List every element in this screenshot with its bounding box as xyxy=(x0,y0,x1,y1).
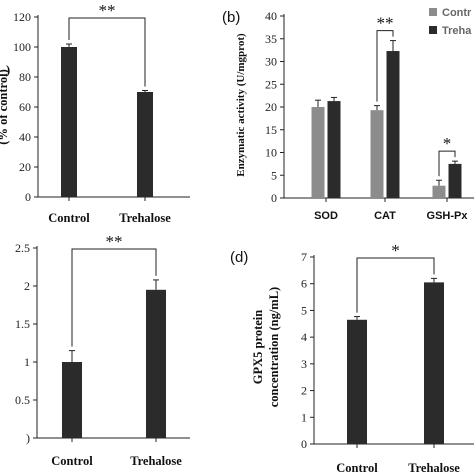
x-tick-label: Control xyxy=(336,461,378,474)
y-tick-label: 5 xyxy=(271,168,277,182)
y-tick-label: 0 xyxy=(25,190,31,204)
x-tick-label: CAT xyxy=(374,210,396,222)
y-tick-label: 40 xyxy=(265,9,277,23)
y-tick-label: 20 xyxy=(265,100,277,114)
y-tick-label: 25 xyxy=(265,77,277,91)
y-tick-label: 3 xyxy=(301,357,307,371)
legend-label: Treha xyxy=(442,25,472,37)
bar-trehalose xyxy=(146,289,166,438)
y-tick-label: 35 xyxy=(265,32,277,46)
y-tick-label: 0 xyxy=(271,191,277,205)
significance-mark: ** xyxy=(106,232,123,251)
y-tick-label: 30 xyxy=(265,55,277,69)
significance-mark: ** xyxy=(99,1,116,20)
y-tick-label: 40 xyxy=(19,130,31,144)
bar-trehalose-sod xyxy=(327,101,341,198)
significance-bracket xyxy=(68,17,146,87)
bar-control xyxy=(62,362,82,438)
y-tick-label: 0.5 xyxy=(15,393,30,407)
y-tick-label: 1 xyxy=(301,410,307,424)
x-tick-label: GSH-Px xyxy=(427,210,469,222)
y-tick-label: 2.5 xyxy=(15,241,30,255)
y-tick-label: 6 xyxy=(301,277,307,291)
y-axis-title: GPX5 protein xyxy=(251,310,265,384)
y-tick-label: ) xyxy=(26,431,30,445)
legend-label: Contr xyxy=(442,7,472,19)
x-tick-label: Control xyxy=(48,211,90,225)
significance-bracket xyxy=(376,30,394,102)
y-tick-label: 0 xyxy=(301,437,307,451)
significance-bracket xyxy=(356,257,435,313)
bar-control-sod xyxy=(311,107,325,198)
y-tick-label: 100 xyxy=(13,40,31,54)
panel-label: (b) xyxy=(222,9,240,26)
y-axis-title: (% of control) xyxy=(0,69,10,144)
y-tick-label: 15 xyxy=(265,123,277,137)
y-tick-label: 20 xyxy=(19,160,31,174)
x-tick-label: Trehalose xyxy=(408,461,460,474)
bar-control-gsh-px xyxy=(432,185,446,198)
legend-swatch xyxy=(429,8,437,16)
panel-a: 0 20 40 60 80 100 120 Control Trehalose (% of con… xyxy=(0,1,190,225)
x-tick-label: Trehalose xyxy=(119,211,171,225)
bar-trehalose-gsh-px xyxy=(448,163,462,198)
y-tick-label: 2 xyxy=(301,384,307,398)
y-axis-title: concentration (ng/mL) xyxy=(267,287,281,407)
x-tick-label: Trehalose xyxy=(130,454,182,468)
y-tick-label: 5 xyxy=(301,303,307,317)
y-tick-label: 80 xyxy=(19,70,31,84)
y-tick-label: 120 xyxy=(13,10,31,24)
y-axis-title-fragment: ) xyxy=(6,63,10,77)
significance-bracket xyxy=(71,248,157,347)
panel-label: (d) xyxy=(230,249,248,266)
bar-control xyxy=(61,47,77,197)
significance-mark: * xyxy=(391,241,400,260)
significance-mark: ** xyxy=(377,14,394,33)
legend-swatch xyxy=(429,26,437,34)
y-tick-label: 1 xyxy=(24,355,30,369)
y-tick-label: 2 xyxy=(24,279,30,293)
y-tick-label: 1.5 xyxy=(15,317,30,331)
significance-bracket xyxy=(438,150,456,177)
bar-trehalose-cat xyxy=(386,51,400,198)
panel-b: 0 5 10 15 20 25 30 35 40 SOD CAT GSH-Px (b) Enzymatic… xyxy=(222,7,474,222)
significance-mark: * xyxy=(443,134,452,153)
bar-trehalose xyxy=(424,282,444,444)
bar-control xyxy=(347,319,367,444)
x-tick-label: SOD xyxy=(314,210,338,222)
y-tick-label: 4 xyxy=(301,330,307,344)
panel-d: 0 1 2 3 4 5 6 7 Control Trehalose (d) GPX5 protein c… xyxy=(230,241,474,474)
bar-control-cat xyxy=(370,110,384,198)
y-tick-label: 10 xyxy=(265,146,277,160)
y-tick-label: 7 xyxy=(301,250,307,264)
y-axis-title: Enzymatic activity (U/mgprot) xyxy=(235,33,247,177)
panel-c: ) 0.5 1 1.5 2 2.5 Control Trehalose ** xyxy=(15,232,190,468)
y-tick-label: 60 xyxy=(19,100,31,114)
x-tick-label: Control xyxy=(51,454,93,468)
bar-trehalose xyxy=(137,92,153,197)
